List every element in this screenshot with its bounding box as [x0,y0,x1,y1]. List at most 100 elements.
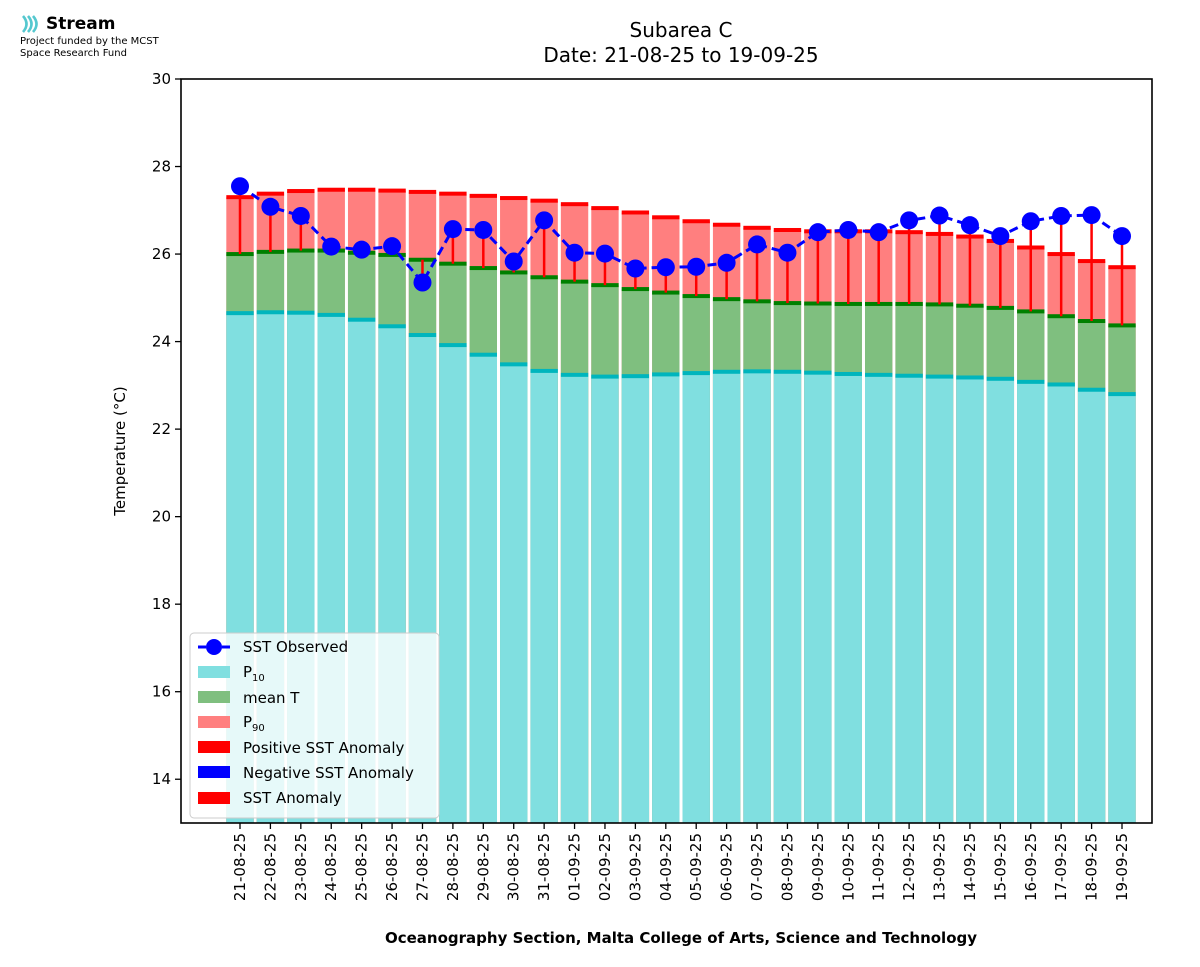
x-tick-label: 07-09-25 [748,833,766,901]
bar-p10-edge [652,372,680,377]
x-tick-label: 01-09-25 [566,833,584,901]
x-tick-label: 05-09-25 [687,833,705,901]
bar-p90-edge [560,202,589,207]
x-tick-label: 08-09-25 [778,833,796,901]
x-tick-label: 13-09-25 [931,833,949,901]
x-tick-label: 16-09-25 [1022,833,1040,901]
bar-p90-edge [439,191,467,196]
bar-p10 [591,376,619,823]
bar-p10 [530,370,558,823]
observed-point [322,237,341,256]
bar-p10-edge [986,376,1015,381]
legend-mean-label: mean T [243,689,300,707]
y-tick-label: 16 [152,683,171,701]
bar-p10 [652,374,680,823]
x-tick-label: 06-09-25 [718,833,736,901]
observed-point [717,253,736,272]
legend-negative-anomaly-swatch [198,766,230,778]
x-tick-label: 04-09-25 [657,833,675,901]
legend-p90-label: P90 [243,713,265,734]
bar-p10-edge [682,371,710,376]
bar-p90-edge [347,187,376,192]
legend-anomaly-swatch [198,792,230,804]
logo-funding-line-2: Space Research Fund [20,48,127,59]
x-axis-label: Oceanography Section, Malta College of A… [385,929,977,947]
x-tick-label: 09-09-25 [809,833,827,901]
legend-observed-label: SST Observed [243,638,348,656]
bar-p10-edge [287,310,315,315]
x-tick-label: 17-09-25 [1052,833,1070,901]
observed-point [383,237,402,256]
legend-mean-swatch [198,691,230,703]
observed-point [291,206,310,225]
bar-p10-edge [1077,387,1106,392]
legend-p90-swatch [198,716,230,728]
bar-p10 [1077,389,1106,823]
bar-p10-edge [317,312,345,317]
legend-anomaly-label: SST Anomaly [243,789,342,807]
x-tick-label: 18-09-25 [1083,833,1101,901]
y-tick-label: 26 [152,245,171,263]
legend-p10-label-sub: 10 [252,673,265,684]
observed-point [565,243,584,262]
x-tick-label: 28-08-25 [444,833,462,901]
bar-p10 [621,376,650,823]
bar-p10 [1047,384,1075,823]
legend-p90-label-sub: 90 [252,723,265,734]
bar-p10 [682,373,710,823]
x-tick-label: 31-08-25 [535,833,553,901]
chart-title: Subarea C [630,18,733,42]
y-tick-label: 28 [152,158,171,176]
observed-point [687,257,706,276]
bar-p10-edge [743,369,771,374]
observed-point [778,243,797,262]
bar-p90-edge [378,188,406,193]
observed-point [504,252,523,271]
observed-point [1052,206,1071,225]
x-tick-label: 15-09-25 [991,833,1009,901]
bar-p10 [956,377,984,823]
y-tick-label: 20 [152,508,171,526]
x-axis-ticks: 21-08-25 22-08-25 23-08-25 24-08-25 25-08-25… [231,823,1131,901]
bar-p90-edge [773,227,802,232]
bar-mean-edge [226,252,254,257]
stream-logo-icon [21,15,38,33]
observed-point [595,244,614,263]
observed-point [443,220,462,239]
bar-p90-edge [621,210,650,215]
bar-p10-edge [1047,382,1075,387]
legend-observed-marker [206,639,222,655]
bar-p10-edge [500,362,528,367]
legend-p90-label-main: P [243,713,252,731]
x-tick-label: 25-08-25 [353,833,371,901]
bar-p10-edge [591,374,619,379]
observed-point [656,258,675,277]
x-tick-label: 03-09-25 [626,833,644,901]
bar-p10-edge [773,369,802,374]
observed-point [626,259,645,278]
bar-p10-edge [925,374,954,379]
plot-frame [180,78,1153,824]
observed-point [808,223,827,242]
x-tick-label: 24-08-25 [322,833,340,901]
bar-p10 [804,372,832,823]
bar-p90-edge [408,189,437,194]
bar-p10 [712,371,741,823]
bar-p90-edge [317,187,345,192]
observed-point [930,206,949,225]
bar-p10-edge [378,324,406,329]
x-tick-label: 12-09-25 [900,833,918,901]
bar-p10 [743,371,771,823]
bar-p10-edge [834,371,862,376]
bar-p10-edge [439,343,467,348]
bar-p10-edge [1108,392,1136,397]
bar-p90-edge [469,193,497,198]
x-tick-label: 02-09-25 [596,833,614,901]
x-tick-label: 23-08-25 [292,833,310,901]
observed-point [231,177,249,196]
bar-p10-edge [256,310,285,315]
logo: Stream Project funded by the MCST Space … [20,12,159,60]
bar-p10-edge [408,333,437,338]
y-tick-label: 30 [152,70,171,88]
